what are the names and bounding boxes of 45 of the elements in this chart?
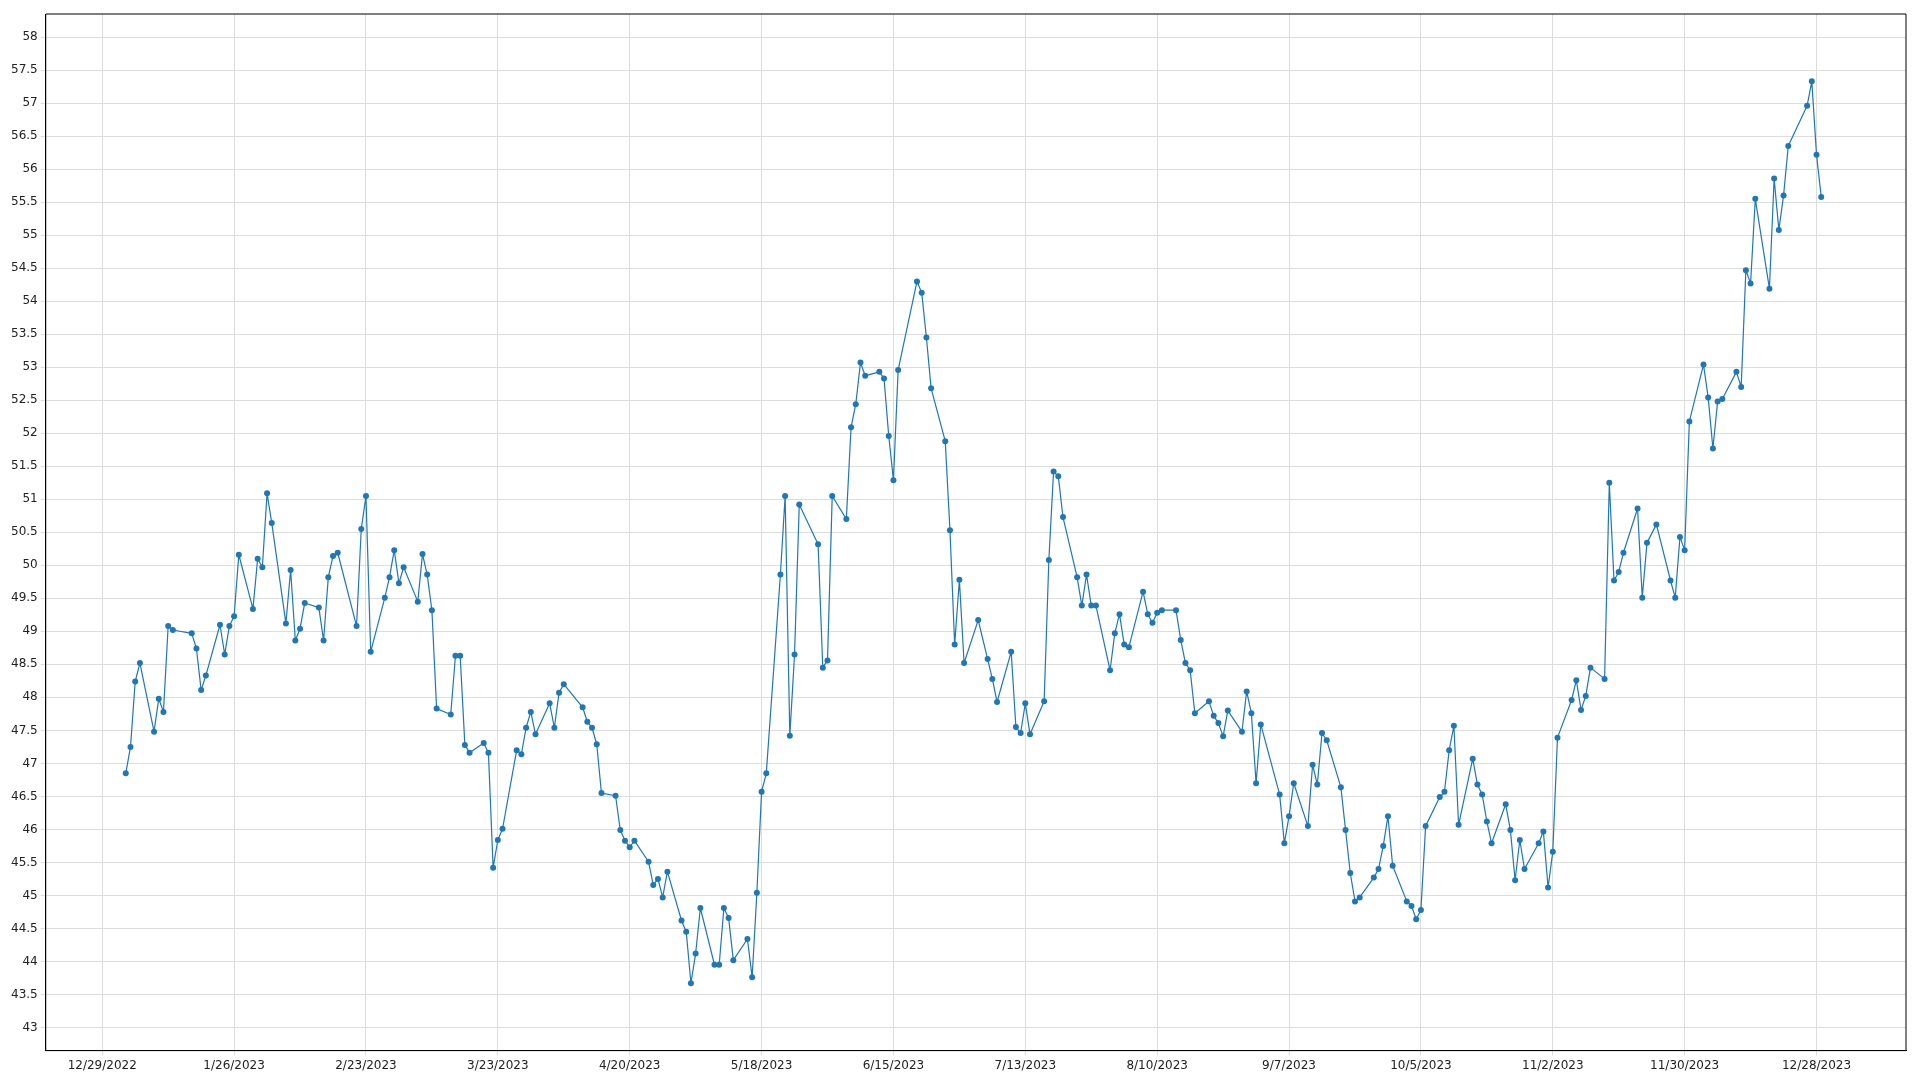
y-tick-label: 48 bbox=[22, 689, 38, 704]
y-tick-label: 43.5 bbox=[11, 986, 38, 1001]
y-tick-label: 46.5 bbox=[11, 788, 38, 803]
y-tick-label: 55 bbox=[22, 227, 38, 242]
y-tick-label: 50.5 bbox=[11, 524, 38, 539]
x-tick-label: 7/13/2023 bbox=[994, 1057, 1057, 1072]
y-tick-label: 49.5 bbox=[11, 590, 38, 605]
y-tick-label: 57.5 bbox=[11, 62, 38, 77]
y-tick-label: 54 bbox=[22, 293, 38, 308]
y-tick-label: 56.5 bbox=[11, 128, 38, 143]
y-tick-label: 51 bbox=[22, 491, 38, 506]
x-tick-label: 9/7/2023 bbox=[1262, 1057, 1316, 1072]
y-tick-label: 44 bbox=[22, 953, 38, 968]
y-tick-label: 49 bbox=[22, 623, 38, 638]
x-tick-label: 1/26/2023 bbox=[203, 1057, 265, 1072]
x-tick-label: 8/10/2023 bbox=[1126, 1057, 1188, 1072]
x-tick-label: 11/30/2023 bbox=[1650, 1057, 1720, 1072]
y-tick-label: 45.5 bbox=[11, 854, 38, 869]
x-tick-label: 6/15/2023 bbox=[862, 1057, 925, 1072]
y-tick-label: 43 bbox=[22, 1019, 38, 1034]
y-tick-label: 46 bbox=[22, 821, 38, 836]
y-tick-label: 56 bbox=[22, 161, 38, 176]
x-tick-label: 3/23/2023 bbox=[467, 1057, 529, 1072]
x-tick-label: 11/2/2023 bbox=[1522, 1057, 1584, 1072]
x-tick-label: 12/28/2023 bbox=[1781, 1057, 1852, 1072]
y-tick-label: 48.5 bbox=[11, 656, 38, 671]
y-tick-label: 53.5 bbox=[11, 326, 38, 341]
y-tick-label: 47 bbox=[22, 755, 38, 770]
y-tick-label: 57 bbox=[22, 95, 38, 110]
y-tick-label: 52.5 bbox=[11, 392, 38, 407]
x-tick-label: 10/5/2023 bbox=[1390, 1057, 1452, 1072]
x-tick-label: 2/23/2023 bbox=[335, 1057, 397, 1072]
x-tick-label: 12/29/2022 bbox=[67, 1057, 137, 1072]
x-tick-label: 4/20/2023 bbox=[598, 1057, 661, 1072]
y-tick-label: 58 bbox=[22, 29, 38, 44]
y-tick-label: 50 bbox=[22, 557, 38, 572]
y-tick-label: 53 bbox=[22, 359, 38, 374]
y-tick-label: 44.5 bbox=[11, 920, 38, 935]
y-tick-label: 47.5 bbox=[11, 722, 38, 737]
y-tick-label: 52 bbox=[22, 425, 38, 440]
y-tick-label: 45 bbox=[22, 887, 38, 902]
y-tick-label: 54.5 bbox=[11, 260, 38, 275]
x-tick-label: 5/18/2023 bbox=[730, 1057, 793, 1072]
y-tick-label: 51.5 bbox=[11, 458, 38, 473]
y-tick-label: 55.5 bbox=[11, 194, 38, 209]
